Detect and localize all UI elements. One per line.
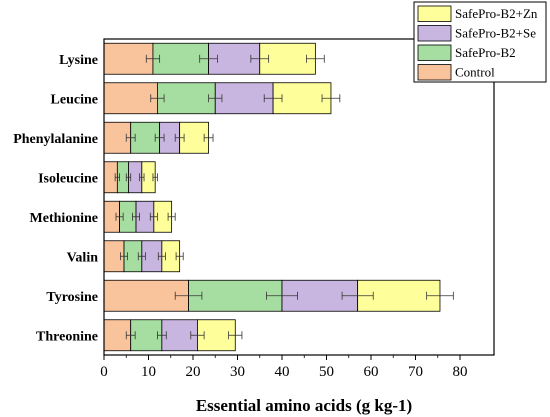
error-bar-threonine-safepro-b2 xyxy=(156,331,167,340)
x-tick-label-80: 80 xyxy=(453,364,468,380)
bar-leucine-safepro-b2 xyxy=(156,82,216,115)
error-bar-tyrosine-control xyxy=(174,291,203,300)
category-label-lysine: Lysine xyxy=(59,53,98,68)
error-bar-methionine-safepro-b2-zn xyxy=(167,212,176,221)
legend-label-safepro-b2-zn: SafePro-B2+Zn xyxy=(455,6,538,21)
error-bar-leucine-safepro-b2 xyxy=(208,94,223,103)
bar-threonine-safepro-b2 xyxy=(130,319,163,352)
x-tick-label-50: 50 xyxy=(319,364,334,380)
error-bar-leucine-control xyxy=(150,94,165,103)
legend-swatch-safepro-b2-zn xyxy=(417,5,452,22)
error-bar-phenylalanine-control xyxy=(125,133,136,142)
error-bar-lysine-safepro-b2-zn xyxy=(306,54,325,63)
error-bar-valin-control xyxy=(120,252,128,261)
error-bar-lysine-safepro-b2 xyxy=(199,54,218,63)
x-tick-label-10: 10 xyxy=(141,364,156,380)
error-bar-methionine-safepro-b2-se xyxy=(149,212,158,221)
category-label-threonine: Threonine xyxy=(36,329,98,344)
x-tick-label-0: 0 xyxy=(100,364,108,380)
error-bar-tyrosine-safepro-b2 xyxy=(266,291,298,300)
x-tick-label-60: 60 xyxy=(364,364,379,380)
error-bar-methionine-safepro-b2 xyxy=(132,212,141,221)
legend-label-safepro-b2-se: SafePro-B2+Se xyxy=(455,26,536,41)
category-label-methionine: Methionine xyxy=(30,211,98,226)
error-bar-lysine-control xyxy=(145,54,161,63)
bar-leucine-safepro-b2-zn xyxy=(272,82,332,115)
error-bar-isoleucine-safepro-b2-zn xyxy=(152,173,158,182)
error-bar-leucine-safepro-b2-se xyxy=(263,94,283,103)
error-bar-isoleucine-control xyxy=(114,173,120,182)
error-bar-valin-safepro-b2-se xyxy=(157,252,166,261)
category-label-valin: Valin xyxy=(67,250,99,265)
x-axis-title: Essential amino acids (g kg-1) xyxy=(196,396,412,415)
bar-lysine-control xyxy=(103,42,154,75)
legend-label-control: Control xyxy=(455,65,495,80)
error-bar-tyrosine-safepro-b2-se xyxy=(341,291,374,300)
error-bar-methionine-control xyxy=(115,212,124,221)
bar-leucine-control xyxy=(103,82,158,115)
x-tick-label-20: 20 xyxy=(186,364,201,380)
error-bar-isoleucine-safepro-b2 xyxy=(125,173,132,182)
error-bar-threonine-control xyxy=(125,331,136,340)
legend: SafePro-B2+Zn SafePro-B2+Se SafePro-B2 Cont… xyxy=(413,1,547,83)
error-bar-phenylalanine-safepro-b2 xyxy=(154,133,165,142)
bars-layer xyxy=(103,42,441,352)
x-tick-label-40: 40 xyxy=(275,364,290,380)
category-label-isoleucine: Isoleucine xyxy=(38,171,98,186)
category-labels: Lysine Leucine Phenylalanine Isoleucine Meth… xyxy=(13,53,98,345)
legend-swatch-safepro-b2-se xyxy=(417,25,452,42)
category-label-leucine: Leucine xyxy=(51,92,98,107)
error-bar-lysine-safepro-b2-se xyxy=(250,54,270,63)
error-bar-threonine-safepro-b2-se xyxy=(190,331,205,340)
error-bar-threonine-safepro-b2-zn xyxy=(228,331,243,340)
x-tick-label-30: 30 xyxy=(230,364,245,380)
legend-label-safepro-b2: SafePro-B2 xyxy=(455,45,516,60)
error-bar-valin-safepro-b2 xyxy=(137,252,146,261)
error-bar-phenylalanine-safepro-b2-zn xyxy=(203,133,214,142)
error-bar-leucine-safepro-b2-zn xyxy=(321,94,341,103)
x-tick-label-70: 70 xyxy=(408,364,423,380)
error-bar-phenylalanine-safepro-b2-se xyxy=(174,133,185,142)
bar-tyrosine-control xyxy=(103,279,189,312)
error-bar-tyrosine-safepro-b2-zn xyxy=(426,291,454,300)
legend-swatch-safepro-b2 xyxy=(417,44,452,61)
error-bar-valin-safepro-b2-zn xyxy=(175,252,184,261)
error-bars-layer xyxy=(114,54,454,340)
error-bar-isoleucine-safepro-b2-se xyxy=(139,173,145,182)
plot-area-frame xyxy=(103,38,495,356)
category-label-tyrosine: Tyrosine xyxy=(46,290,98,305)
category-label-phenylalanine: Phenylalanine xyxy=(13,132,98,147)
x-axis: 0 10 20 30 40 50 60 70 80 xyxy=(100,355,468,380)
legend-swatch-control xyxy=(417,64,452,81)
